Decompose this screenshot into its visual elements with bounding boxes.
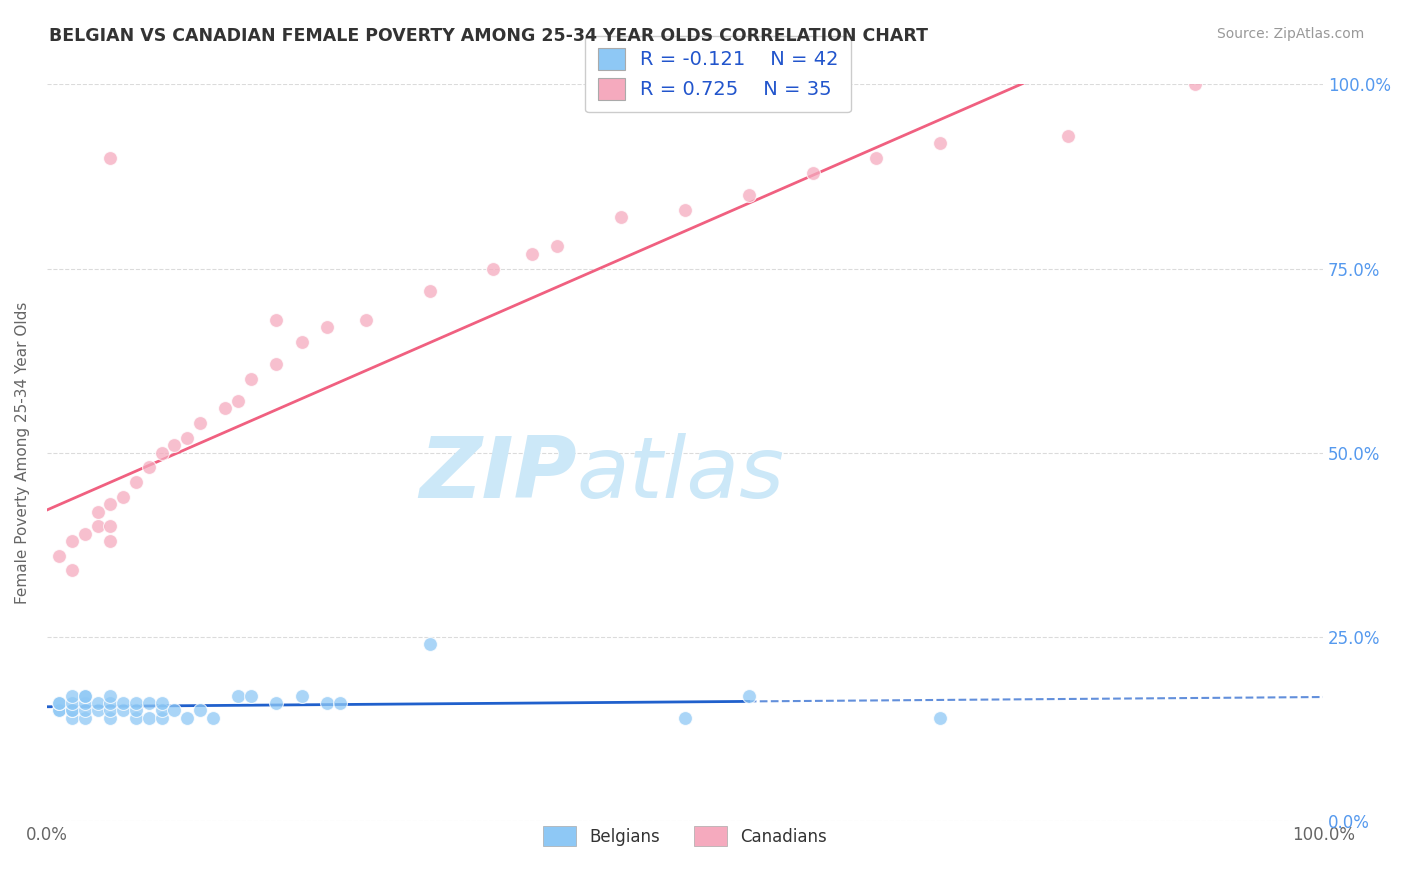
Point xyxy=(73,703,96,717)
Point xyxy=(48,549,70,563)
Point xyxy=(150,696,173,710)
Point xyxy=(419,637,441,651)
Point xyxy=(150,445,173,459)
Point xyxy=(1184,78,1206,92)
Point xyxy=(112,696,135,710)
Point xyxy=(100,689,122,703)
Point xyxy=(100,519,122,533)
Point xyxy=(266,357,288,371)
Y-axis label: Female Poverty Among 25-34 Year Olds: Female Poverty Among 25-34 Year Olds xyxy=(15,301,30,604)
Point xyxy=(125,703,148,717)
Point xyxy=(60,703,83,717)
Point xyxy=(201,711,224,725)
Point xyxy=(100,497,122,511)
Point xyxy=(1056,128,1078,143)
Point xyxy=(125,475,148,489)
Point xyxy=(673,202,696,217)
Point xyxy=(266,696,288,710)
Point xyxy=(73,526,96,541)
Point xyxy=(48,703,70,717)
Point xyxy=(226,394,249,409)
Point xyxy=(100,711,122,725)
Point xyxy=(87,519,110,533)
Point xyxy=(48,703,70,717)
Text: BELGIAN VS CANADIAN FEMALE POVERTY AMONG 25-34 YEAR OLDS CORRELATION CHART: BELGIAN VS CANADIAN FEMALE POVERTY AMONG… xyxy=(49,27,928,45)
Point xyxy=(929,136,952,151)
Point xyxy=(60,703,83,717)
Point xyxy=(738,187,761,202)
Point xyxy=(226,689,249,703)
Point xyxy=(60,711,83,725)
Point xyxy=(419,284,441,298)
Point xyxy=(150,703,173,717)
Point xyxy=(125,711,148,725)
Text: atlas: atlas xyxy=(576,434,785,516)
Point xyxy=(87,703,110,717)
Point xyxy=(60,564,83,578)
Point xyxy=(125,696,148,710)
Point xyxy=(87,696,110,710)
Point xyxy=(163,703,186,717)
Point xyxy=(100,533,122,548)
Point xyxy=(176,711,198,725)
Point xyxy=(291,689,314,703)
Point xyxy=(673,711,696,725)
Point xyxy=(100,696,122,710)
Point xyxy=(738,689,761,703)
Point xyxy=(354,313,377,327)
Point xyxy=(73,711,96,725)
Text: Source: ZipAtlas.com: Source: ZipAtlas.com xyxy=(1216,27,1364,41)
Point xyxy=(176,431,198,445)
Point xyxy=(112,703,135,717)
Point xyxy=(610,210,633,224)
Point xyxy=(801,166,824,180)
Point xyxy=(163,438,186,452)
Point xyxy=(929,711,952,725)
Point xyxy=(266,313,288,327)
Point xyxy=(239,372,262,386)
Point xyxy=(48,696,70,710)
Point xyxy=(100,151,122,165)
Point xyxy=(138,711,160,725)
Point xyxy=(138,696,160,710)
Point xyxy=(73,696,96,710)
Point xyxy=(60,696,83,710)
Point xyxy=(291,335,314,350)
Point xyxy=(520,247,543,261)
Point xyxy=(112,490,135,504)
Point xyxy=(329,696,352,710)
Point xyxy=(214,401,236,416)
Point xyxy=(150,711,173,725)
Text: ZIP: ZIP xyxy=(419,434,576,516)
Point xyxy=(239,689,262,703)
Point xyxy=(482,261,505,276)
Point xyxy=(60,689,83,703)
Point xyxy=(188,703,211,717)
Point xyxy=(48,696,70,710)
Point xyxy=(73,689,96,703)
Point xyxy=(73,689,96,703)
Point xyxy=(138,460,160,475)
Point xyxy=(865,151,887,165)
Point xyxy=(316,320,339,334)
Point xyxy=(87,504,110,518)
Point xyxy=(188,416,211,430)
Point xyxy=(100,703,122,717)
Point xyxy=(60,533,83,548)
Legend: Belgians, Canadians: Belgians, Canadians xyxy=(536,819,834,853)
Point xyxy=(316,696,339,710)
Point xyxy=(546,239,568,253)
